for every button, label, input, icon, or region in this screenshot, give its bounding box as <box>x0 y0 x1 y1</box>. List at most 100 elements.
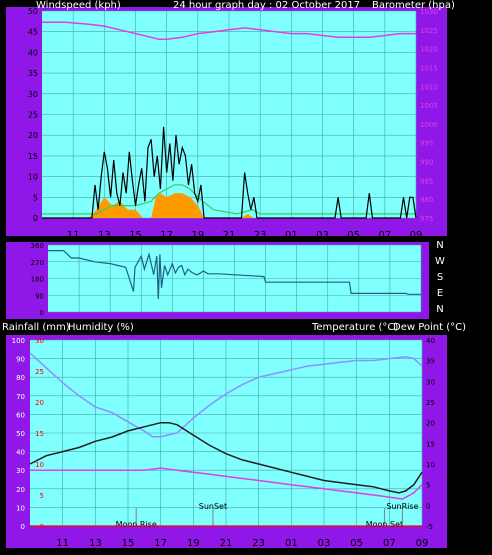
wind-speed-series-line <box>42 126 417 219</box>
dewpoint-label: Dew Point (°C) <box>393 322 466 333</box>
wind-x-tick: 09 <box>410 230 423 241</box>
temp-y-tick: 40 <box>426 337 435 345</box>
wind-y-tick: 50 <box>28 7 38 16</box>
baro-y-tick: 980 <box>420 196 433 204</box>
temp-y-tick: 30 <box>426 378 435 386</box>
rain-y-tick: 15 <box>35 430 44 438</box>
baro-y-tick: 1000 <box>420 121 438 129</box>
temperature-label: Temperature (°C) <box>311 322 398 333</box>
rain-y-tick: 0 <box>40 523 44 531</box>
temp-x-tick: 21 <box>220 538 233 549</box>
compass-label: E <box>437 288 443 299</box>
astro-marker-label: SunSet <box>199 502 227 511</box>
humidity-label: Humidity (%) <box>68 322 134 333</box>
gust-series-area <box>42 193 416 218</box>
baro-y-tick: 1020 <box>420 46 438 54</box>
baro-y-tick: 995 <box>420 140 433 148</box>
humidity-y-tick: 30 <box>16 467 25 475</box>
humidity-y-tick: 90 <box>16 356 25 364</box>
average-speed-series-line <box>42 184 416 215</box>
temp-x-tick: 03 <box>318 538 331 549</box>
rain-y-tick: 20 <box>35 399 44 407</box>
temp-x-tick: 01 <box>285 538 298 549</box>
dir-y-tick: 180 <box>31 276 44 284</box>
temp-y-tick: 35 <box>426 358 435 366</box>
wind-y-tick: 25 <box>28 111 38 120</box>
humidity-y-tick: 10 <box>16 504 25 512</box>
wind-axis-title: Windspeed (kph) <box>36 0 121 11</box>
humidity-y-tick: 20 <box>16 486 25 494</box>
dir-y-tick: 90 <box>35 292 44 300</box>
temp-y-tick: 15 <box>426 440 435 448</box>
temp-y-tick: 0 <box>426 502 430 510</box>
wind-x-tick: 03 <box>316 230 329 241</box>
temp-y-tick: 5 <box>426 482 430 490</box>
baro-axis-title: Barometer (hpa) <box>372 0 455 11</box>
wind-x-tick: 15 <box>129 230 142 241</box>
temp-x-tick: 09 <box>416 538 429 549</box>
compass-label: N <box>436 240 443 251</box>
rain-y-tick: 10 <box>35 461 44 469</box>
humidity-series-line <box>29 352 423 438</box>
temperature-series-line <box>29 421 423 494</box>
humidity-y-tick: 70 <box>16 393 25 401</box>
baro-y-tick: 975 <box>420 215 433 223</box>
dir-y-tick: 0 <box>40 309 44 317</box>
humidity-y-tick: 50 <box>16 430 25 438</box>
wind-x-tick: 01 <box>285 230 298 241</box>
barometer-series-line <box>42 21 416 40</box>
temp-humidity-chart: 0102030405060708090100051015202530-50510… <box>12 337 435 549</box>
wind-y-tick: 5 <box>33 193 38 202</box>
astro-marker-label: Moon Rise <box>116 520 157 529</box>
dir-y-tick: 270 <box>31 259 44 267</box>
compass-label: W <box>435 256 445 267</box>
dir-y-tick: 360 <box>31 242 44 250</box>
humidity-y-tick: 100 <box>12 337 25 345</box>
wind-x-tick: 23 <box>254 230 267 241</box>
wind-y-tick: 10 <box>28 173 38 182</box>
temp-y-tick: 20 <box>426 420 435 428</box>
rainfall-label: Rainfall (mm) <box>2 322 70 333</box>
wind-x-tick: 05 <box>347 230 360 241</box>
astro-marker-label: Moon Set <box>366 520 403 529</box>
rain-y-tick: 30 <box>35 337 44 345</box>
wind-x-tick: 19 <box>191 230 204 241</box>
temp-x-tick: 17 <box>154 538 167 549</box>
wind-x-tick: 11 <box>67 230 80 241</box>
wind-y-tick: 20 <box>28 131 38 140</box>
baro-y-tick: 990 <box>420 159 433 167</box>
temp-x-tick: 15 <box>122 538 135 549</box>
baro-y-tick: 985 <box>420 177 433 185</box>
baro-y-tick: 1010 <box>420 83 438 91</box>
humidity-y-tick: 80 <box>16 374 25 382</box>
temp-x-tick: 13 <box>89 538 102 549</box>
wind-y-tick: 30 <box>28 90 38 99</box>
baro-y-tick: 1025 <box>420 27 438 35</box>
temp-x-tick: 05 <box>350 538 363 549</box>
baro-y-tick: 1005 <box>420 102 438 110</box>
wind-x-tick: 07 <box>378 230 391 241</box>
dewpoint-series-line <box>30 467 423 500</box>
temp-x-tick: 19 <box>187 538 200 549</box>
astro-marker-label: SunRise <box>386 502 418 511</box>
temp-y-tick: 25 <box>426 399 435 407</box>
wind-x-tick: 21 <box>223 230 236 241</box>
compass-label: S <box>437 272 443 283</box>
compass-label: N <box>436 304 443 315</box>
humidity-y-tick: 60 <box>16 411 25 419</box>
temp-y-tick: -5 <box>426 523 433 531</box>
temp-x-tick: 07 <box>383 538 396 549</box>
wind-y-tick: 15 <box>28 152 38 161</box>
wind-chart-title: 24 hour graph day : 02 October 2017 <box>173 0 360 11</box>
rain-y-tick: 5 <box>40 492 44 500</box>
wind-x-tick: 17 <box>160 230 173 241</box>
wind-y-tick: 35 <box>28 69 38 78</box>
baro-y-tick: 1030 <box>420 8 438 16</box>
rain-y-tick: 25 <box>35 368 44 376</box>
wind-y-tick: 40 <box>28 48 38 57</box>
wind-y-tick: 0 <box>33 214 38 223</box>
wind-x-tick: 13 <box>98 230 111 241</box>
